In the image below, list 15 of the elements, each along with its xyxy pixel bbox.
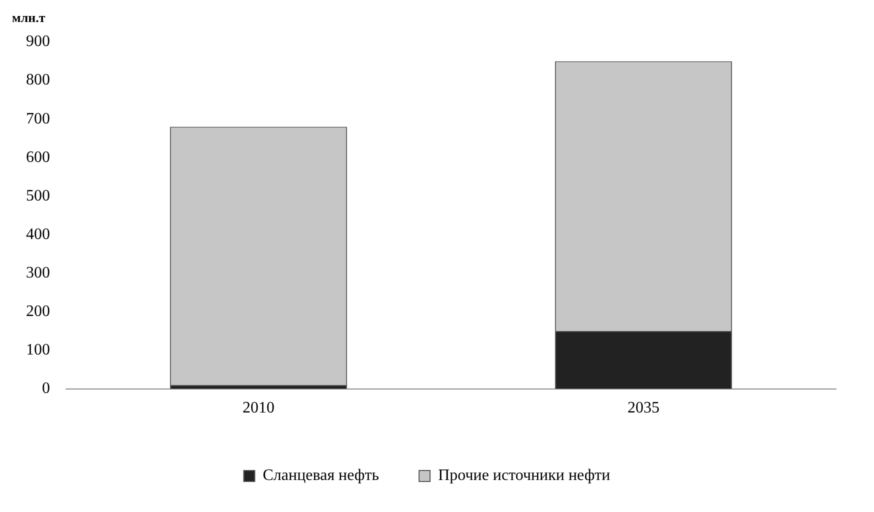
y-tick-label: 400 bbox=[26, 226, 50, 243]
y-tick-label: 0 bbox=[42, 380, 50, 398]
x-tick-label: 2035 bbox=[628, 400, 660, 417]
legend-label: Прочие источники нефти bbox=[438, 467, 611, 484]
y-tick-label: 600 bbox=[26, 148, 50, 166]
y-tick-label: 300 bbox=[26, 264, 50, 282]
y-tick-label: 800 bbox=[26, 72, 50, 89]
y-tick-label: 200 bbox=[26, 302, 50, 320]
x-tick-label: 2010 bbox=[242, 400, 274, 417]
y-axis-title: млн.т bbox=[12, 10, 46, 25]
legend-label: Сланцевая нефть bbox=[262, 467, 380, 484]
y-tick-label: 900 bbox=[26, 33, 50, 50]
y-tick-label: 700 bbox=[26, 110, 50, 128]
y-tick-label: 100 bbox=[26, 341, 50, 358]
y-tick-label: 500 bbox=[26, 187, 50, 204]
